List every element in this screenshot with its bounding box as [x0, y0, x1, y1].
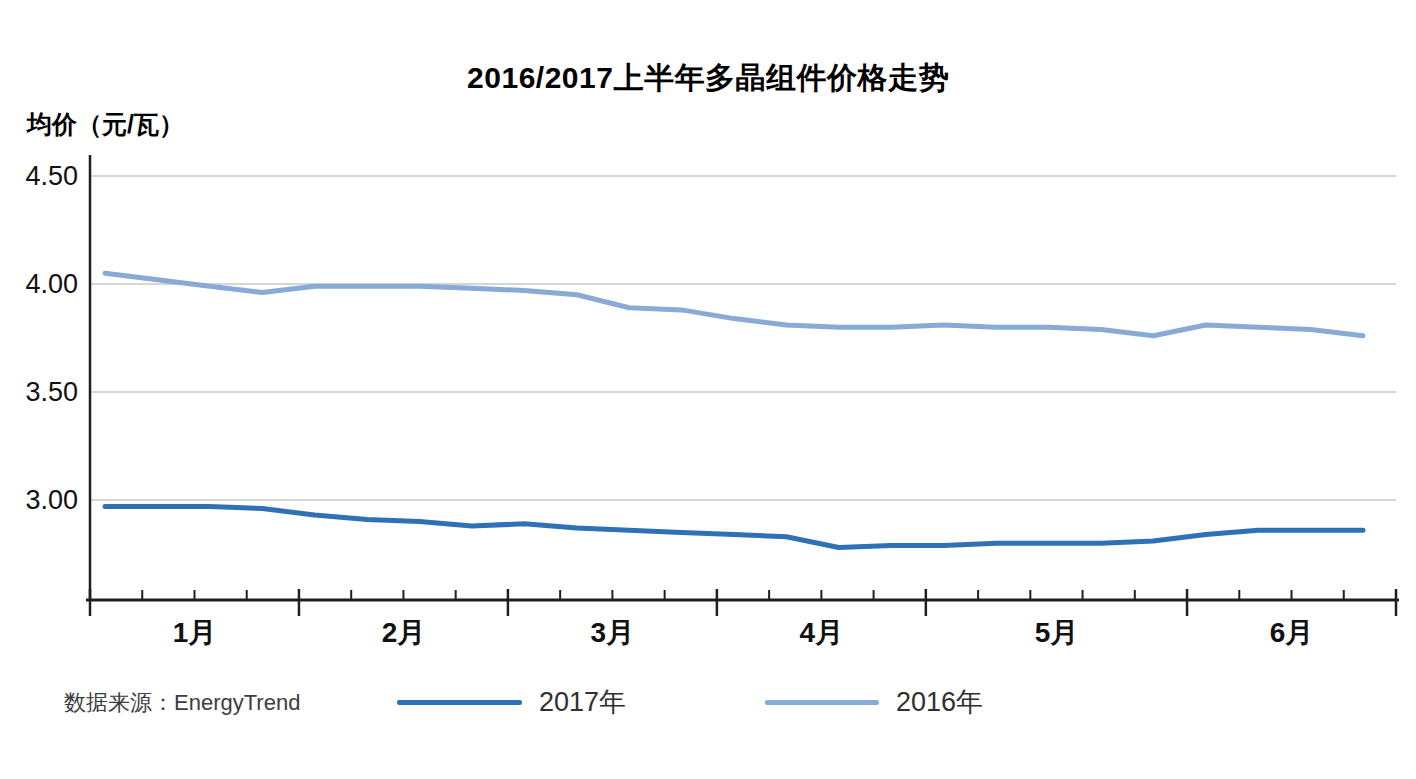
- chart-page: 2016/2017上半年多晶组件价格走势 均价（元/瓦） 4.504.003.5…: [0, 0, 1416, 779]
- price-trend-line-chart: 4.50 4.00 3.50 3.00 1月 2月 3月 4月 5月 6月: [0, 0, 1416, 670]
- legend-item-2016: 2016年: [765, 684, 983, 720]
- data-source-note: 数据来源：EnergyTrend: [64, 688, 300, 718]
- x-month-label: 5月: [1035, 617, 1079, 648]
- x-month-label: 4月: [800, 617, 844, 648]
- y-tick-label: 3.50: [25, 377, 78, 407]
- series-line-2017年: [105, 507, 1363, 548]
- legend-label-2016: 2016年: [896, 684, 983, 720]
- x-month-label: 2月: [382, 617, 426, 648]
- x-month-label: 3月: [591, 617, 635, 648]
- legend-item-2017: 2017年: [397, 684, 626, 720]
- x-month-label: 6月: [1270, 617, 1314, 648]
- legend-swatch-2017: [397, 700, 522, 705]
- series-line-2016年: [105, 273, 1363, 336]
- legend-swatch-2016: [765, 700, 879, 705]
- y-tick-label: 4.50: [25, 161, 78, 191]
- y-tick-label: 3.00: [25, 485, 78, 515]
- legend-label-2017: 2017年: [539, 684, 626, 720]
- x-month-label: 1月: [173, 617, 217, 648]
- y-tick-label: 4.00: [25, 269, 78, 299]
